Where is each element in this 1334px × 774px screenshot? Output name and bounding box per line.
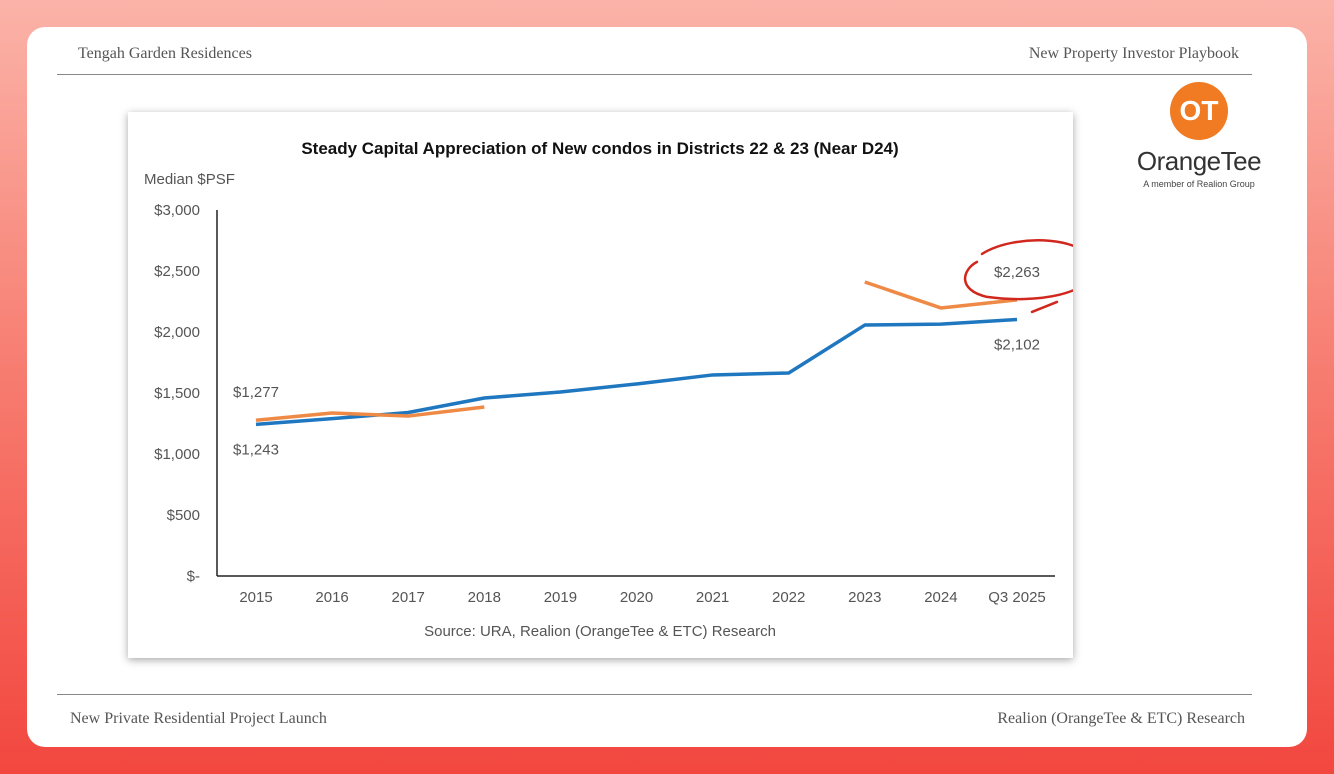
x-tick-label: 2023 (848, 589, 881, 606)
x-tick-label: 2022 (772, 589, 805, 606)
logo-name: OrangeTee (1136, 146, 1262, 176)
y-tick-label: $1,000 (154, 446, 200, 463)
x-tick-label: 2015 (239, 589, 272, 606)
data-label: $1,243 (233, 441, 279, 458)
slide-card: Tengah Garden Residences New Property In… (27, 27, 1307, 747)
series-0-line (255, 317, 1018, 427)
x-tick-label: Q3 2025 (988, 589, 1046, 606)
y-tick-label: $2,500 (154, 263, 200, 280)
header-left: Tengah Garden Residences (78, 45, 252, 62)
orangetee-logo: OT OrangeTee A member of Realion Group (1134, 82, 1264, 189)
x-tick-label: 2024 (924, 589, 957, 606)
y-tick-label: $500 (167, 507, 200, 524)
line-chart: Steady Capital Appreciation of New condo… (144, 139, 1096, 640)
series-1-line (255, 405, 485, 422)
y-tick-label: $2,000 (154, 324, 200, 341)
data-label: $1,277 (233, 384, 279, 401)
header-right: New Property Investor Playbook (1028, 45, 1239, 62)
chart-container: Steady Capital Appreciation of New condo… (128, 112, 1096, 658)
chart-source: Source: URA, Realion (OrangeTee & ETC) R… (424, 623, 776, 640)
y-tick-label: $- (187, 568, 200, 585)
x-tick-label: 2020 (620, 589, 653, 606)
data-label: $2,102 (994, 337, 1040, 354)
x-tick-label: 2019 (544, 589, 577, 606)
logo-tagline: A member of Realion Group (1143, 179, 1255, 189)
y-tick-label: $1,500 (154, 385, 200, 402)
footer-right: Realion (OrangeTee & ETC) Research (997, 710, 1245, 727)
series-1-line (864, 280, 1018, 310)
x-tick-label: 2021 (696, 589, 729, 606)
footer-divider (57, 694, 1252, 695)
data-label: $2,263 (994, 264, 1040, 281)
header-divider (57, 74, 1252, 75)
footer-left: New Private Residential Project Launch (70, 710, 327, 727)
chart-title: Steady Capital Appreciation of New condo… (301, 139, 898, 158)
y-tick-label: $3,000 (154, 202, 200, 219)
x-tick-label: 2018 (468, 589, 501, 606)
logo-mark: OT (1170, 82, 1228, 140)
x-tick-label: 2016 (315, 589, 348, 606)
y-axis-label: Median $PSF (144, 171, 235, 188)
x-tick-label: 2017 (392, 589, 425, 606)
